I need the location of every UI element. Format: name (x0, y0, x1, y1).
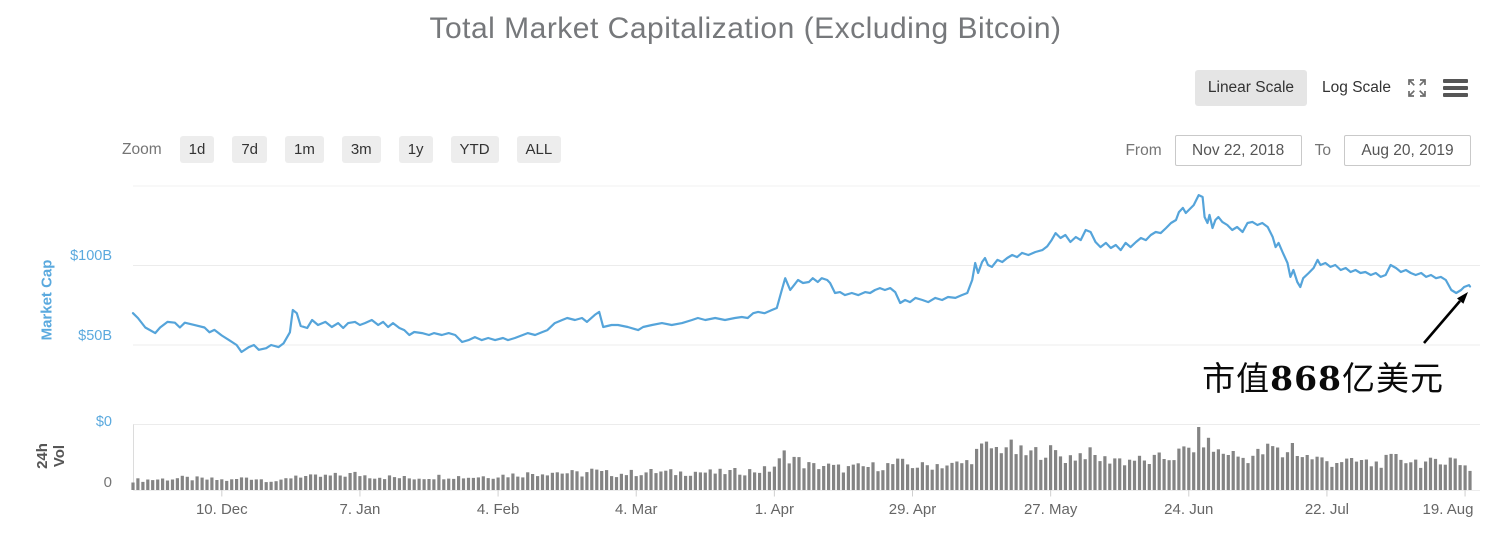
x-axis-label: 7. Jan (339, 501, 381, 518)
linear-scale-button[interactable]: Linear Scale (1194, 70, 1308, 106)
to-label: To (1314, 141, 1331, 159)
from-date-input[interactable] (1174, 135, 1302, 166)
annotation-suffix: 亿美元 (1342, 359, 1444, 398)
zoom-button-all[interactable]: ALL (516, 136, 562, 163)
hamburger-menu-icon[interactable] (1443, 78, 1468, 98)
y-axis-label-0b: $0 (95, 414, 112, 430)
market-cap-axis-title: Market Cap (38, 259, 56, 341)
volume-axis-title: 24h Vol (34, 443, 68, 469)
annotation-arrow (1423, 292, 1468, 344)
date-range-controls: From To (1125, 135, 1471, 166)
annotation-prefix: 市值 (1202, 359, 1271, 398)
x-axis-label: 22. Jul (1304, 501, 1350, 518)
market-cap-line (131, 194, 1472, 354)
y-axis-label-100b: $100B (70, 248, 112, 264)
zoom-button-1m[interactable]: 1m (285, 136, 324, 163)
x-axis-label: 1. Apr (754, 501, 794, 518)
zoom-button-3m[interactable]: 3m (341, 136, 381, 163)
volume-bars (131, 427, 1472, 490)
volume-axis-label-0: 0 (103, 474, 112, 491)
fullscreen-expand-icon[interactable] (1406, 77, 1428, 99)
y-axis-label-50b: $50B (78, 328, 112, 344)
x-axis-label: 19. Aug (1422, 501, 1474, 518)
x-axis-label: 4. Mar (614, 501, 658, 518)
x-axis-ticks (221, 490, 1466, 497)
market-cap-annotation: 市值868亿美元 (1202, 352, 1444, 400)
zoom-button-7d[interactable]: 7d (232, 136, 267, 163)
zoom-label: Zoom (122, 140, 162, 158)
zoom-button-1d[interactable]: 1d (179, 136, 215, 163)
scale-toggle: Linear Scale Log Scale (1194, 70, 1468, 106)
x-axis-label: 24. Jun (1164, 501, 1214, 518)
zoom-button-ytd[interactable]: YTD (450, 136, 499, 163)
x-axis-label: 27. May (1023, 501, 1078, 518)
log-scale-button[interactable]: Log Scale (1322, 70, 1391, 106)
from-label: From (1125, 141, 1162, 159)
x-axis-label: 10. Dec (195, 501, 248, 518)
zoom-button-1y[interactable]: 1y (398, 136, 433, 163)
x-axis-label: 4. Feb (476, 501, 520, 518)
zoom-controls: Zoom 1d 7d 1m 3m 1y YTD ALL (122, 136, 562, 163)
to-date-input[interactable] (1344, 135, 1471, 166)
gridlines (133, 185, 1480, 491)
page-title: Total Market Capitalization (Excluding B… (429, 12, 1062, 45)
annotation-value: 868 (1270, 359, 1342, 398)
x-axis-label: 29. Apr (888, 501, 937, 518)
